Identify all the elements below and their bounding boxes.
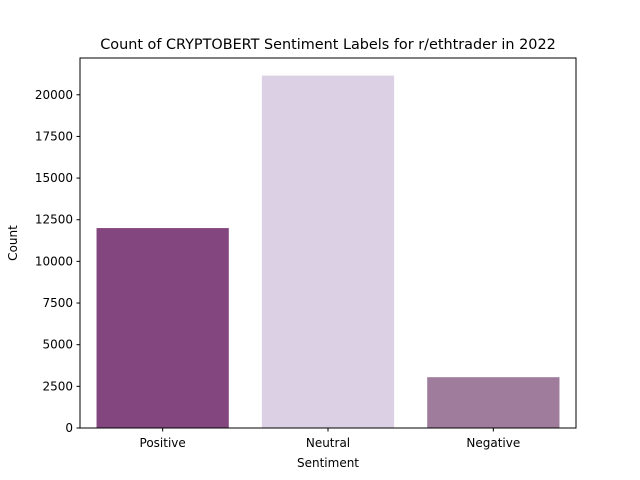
x-tick-label: Positive xyxy=(140,436,186,450)
y-axis-label: Count xyxy=(6,225,20,261)
x-tick-label: Neutral xyxy=(306,436,350,450)
chart-title: Count of CRYPTOBERT Sentiment Labels for… xyxy=(100,37,556,53)
y-tick-label: 15000 xyxy=(35,171,73,185)
x-tick-label: Negative xyxy=(466,436,520,450)
plot-frame xyxy=(79,57,577,429)
x-axis-ticks: Positive Neutral Negative xyxy=(140,428,520,450)
x-axis-label: Sentiment xyxy=(297,456,359,470)
bar-negative xyxy=(427,377,560,428)
y-axis-ticks: 0 2500 5000 7500 10000 12500 15000 17500 20000 xyxy=(35,88,80,435)
y-tick-label: 0 xyxy=(65,421,73,435)
y-tick-label: 2500 xyxy=(42,379,73,393)
y-tick-label: 10000 xyxy=(35,254,73,268)
y-tick-label: 17500 xyxy=(35,129,73,143)
bar-neutral xyxy=(261,75,395,428)
y-tick-label: 12500 xyxy=(35,213,73,227)
bars-group xyxy=(96,75,560,428)
y-tick-label: 5000 xyxy=(42,338,73,352)
y-tick-label: 20000 xyxy=(35,88,73,102)
bar-positive xyxy=(96,228,229,428)
y-tick-label: 7500 xyxy=(42,296,73,310)
